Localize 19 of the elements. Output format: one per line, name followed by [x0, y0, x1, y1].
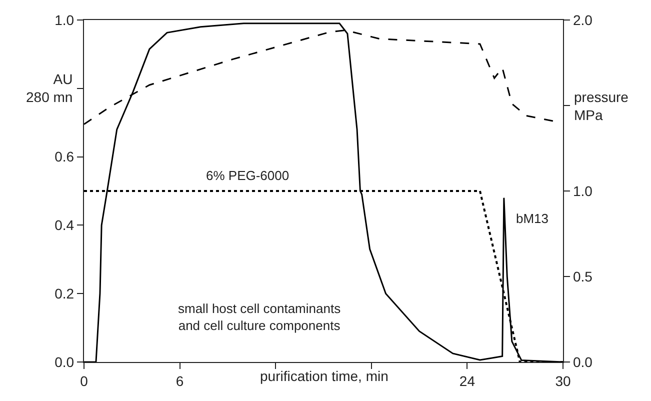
y-axis-title: AU 280 mn	[26, 71, 73, 106]
x-tick-label: 6	[176, 372, 184, 389]
y-tick-label: 1.0	[54, 12, 74, 28]
y2-tick-label: 1.0	[572, 182, 593, 199]
x-tick-label: 24	[459, 372, 476, 389]
y-tick-label: 0.0	[54, 354, 74, 370]
y2-tick-label: 0.0	[572, 354, 593, 370]
x-tick-label: 0	[80, 372, 88, 389]
y2-axis-title: pressure MPa	[574, 89, 629, 124]
y-tick-label: 0.4	[54, 217, 74, 234]
annotation: 6% PEG-6000	[206, 168, 290, 183]
y2-tick-label: 0.5	[572, 268, 593, 284]
y2-tick-label: 2.0	[572, 12, 593, 28]
annotation: small host cell contaminants and cell culture components	[178, 301, 342, 333]
y-tick-label: 0.6	[54, 148, 74, 165]
y-tick-label: 0.2	[54, 286, 74, 302]
annotation: bM13	[516, 211, 549, 226]
x-axis-title: purification time, min	[260, 368, 388, 384]
x-tick-label: 30	[555, 372, 571, 389]
